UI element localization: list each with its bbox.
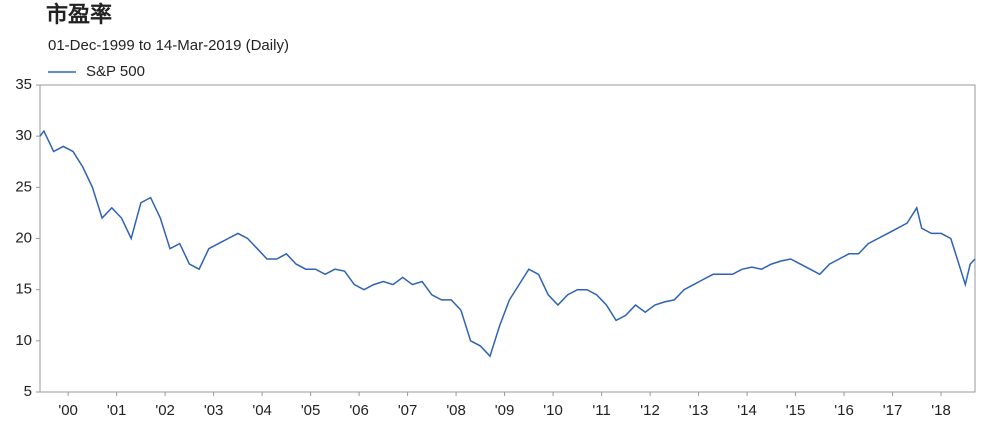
x-tick-label: '14 xyxy=(737,402,757,419)
x-tick-label: '04 xyxy=(252,402,272,419)
x-tick-label: '16 xyxy=(834,402,854,419)
x-tick-label: '12 xyxy=(640,402,660,419)
x-tick-label: '03 xyxy=(204,402,224,419)
y-tick-label: 25 xyxy=(15,178,32,195)
y-tick-label: 20 xyxy=(15,229,32,246)
x-tick-label: '02 xyxy=(155,402,175,419)
legend-label: S&P 500 xyxy=(86,63,145,80)
x-tick-label: '11 xyxy=(592,402,610,419)
x-tick-label: '18 xyxy=(931,402,951,419)
x-tick-label: '07 xyxy=(398,402,418,419)
x-tick-label: '10 xyxy=(543,402,563,419)
x-tick-label: '00 xyxy=(58,402,78,419)
x-tick-label: '17 xyxy=(883,402,903,419)
chart-subtitle: 01-Dec-1999 to 14-Mar-2019 (Daily) xyxy=(48,37,289,54)
series-line xyxy=(39,129,976,358)
plot-frame xyxy=(39,84,976,393)
y-tick-label: 15 xyxy=(15,281,32,298)
chart-title: 市盈率 xyxy=(46,2,112,27)
x-tick-label: '08 xyxy=(446,402,466,419)
y-tick-label: 35 xyxy=(15,76,32,93)
y-tick-label: 5 xyxy=(24,383,32,400)
x-tick-label: '06 xyxy=(349,402,369,419)
x-tick-label: '15 xyxy=(786,402,806,419)
x-tick-label: '09 xyxy=(495,402,515,419)
y-tick-label: 10 xyxy=(15,332,32,349)
x-tick-label: '05 xyxy=(301,402,321,419)
y-tick-label: 30 xyxy=(15,127,32,144)
x-tick-label: '01 xyxy=(107,402,127,419)
x-tick-label: '13 xyxy=(689,402,709,419)
